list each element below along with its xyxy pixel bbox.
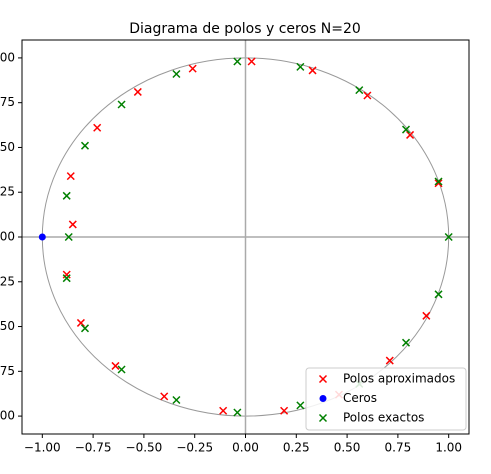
y-tick-label: −0.50 [0,319,15,333]
point [66,172,75,181]
point [296,401,305,410]
point [133,87,142,96]
x-tick-label: −0.75 [75,441,112,455]
point [233,57,242,66]
point [363,91,372,100]
y-tick-label: −0.25 [0,274,15,288]
point [188,64,197,73]
point [434,290,443,299]
x-tick-label: 0.50 [334,441,361,455]
point [117,100,126,109]
point [385,356,394,365]
point [62,270,71,279]
point [93,123,102,132]
point [308,66,317,75]
point [38,233,46,241]
legend-label: Polos aproximados [343,372,455,386]
x-tick-label: 1.00 [435,441,462,455]
point [219,406,228,415]
point [68,220,77,229]
legend-box [305,367,467,431]
x-tick-label: −1.00 [24,441,61,455]
y-tick-label: 0.75 [0,95,15,109]
legend-marker [318,374,328,384]
point [296,62,305,71]
point [64,232,73,242]
point [172,69,181,79]
point [76,318,85,327]
point [434,177,443,186]
x-tick-label: −0.50 [126,441,163,455]
point [355,86,364,95]
x-tick-label: 0.75 [385,441,412,455]
legend-marker [318,413,328,423]
point [422,311,431,320]
x-tick-label: −0.25 [176,441,213,455]
point [80,141,90,150]
legend-label: Ceros [343,391,377,405]
point [160,392,169,401]
point [406,130,415,139]
point [117,365,126,374]
point [172,395,181,405]
point [280,406,289,415]
point [434,179,443,188]
y-tick-label: 0.25 [0,185,15,199]
x-tick-label: 0.00 [232,441,259,455]
point [401,125,411,134]
chart-title: Diagrama de polos y ceros N=20 [129,21,361,37]
y-tick-label: −1.00 [0,409,15,423]
point [111,361,120,370]
point [401,338,411,347]
legend-marker [319,395,327,402]
point [62,191,71,200]
y-tick-label: 1.00 [0,50,15,64]
legend-label: Polos exactos [343,411,424,425]
point [233,408,242,417]
y-tick-label: 0.50 [0,140,15,154]
x-tick-label: 0.25 [283,441,310,455]
point [247,57,256,66]
y-tick-label: −0.75 [0,364,15,378]
point [62,274,71,283]
point [80,324,90,333]
point [444,232,453,242]
y-tick-label: 0.00 [0,230,15,244]
